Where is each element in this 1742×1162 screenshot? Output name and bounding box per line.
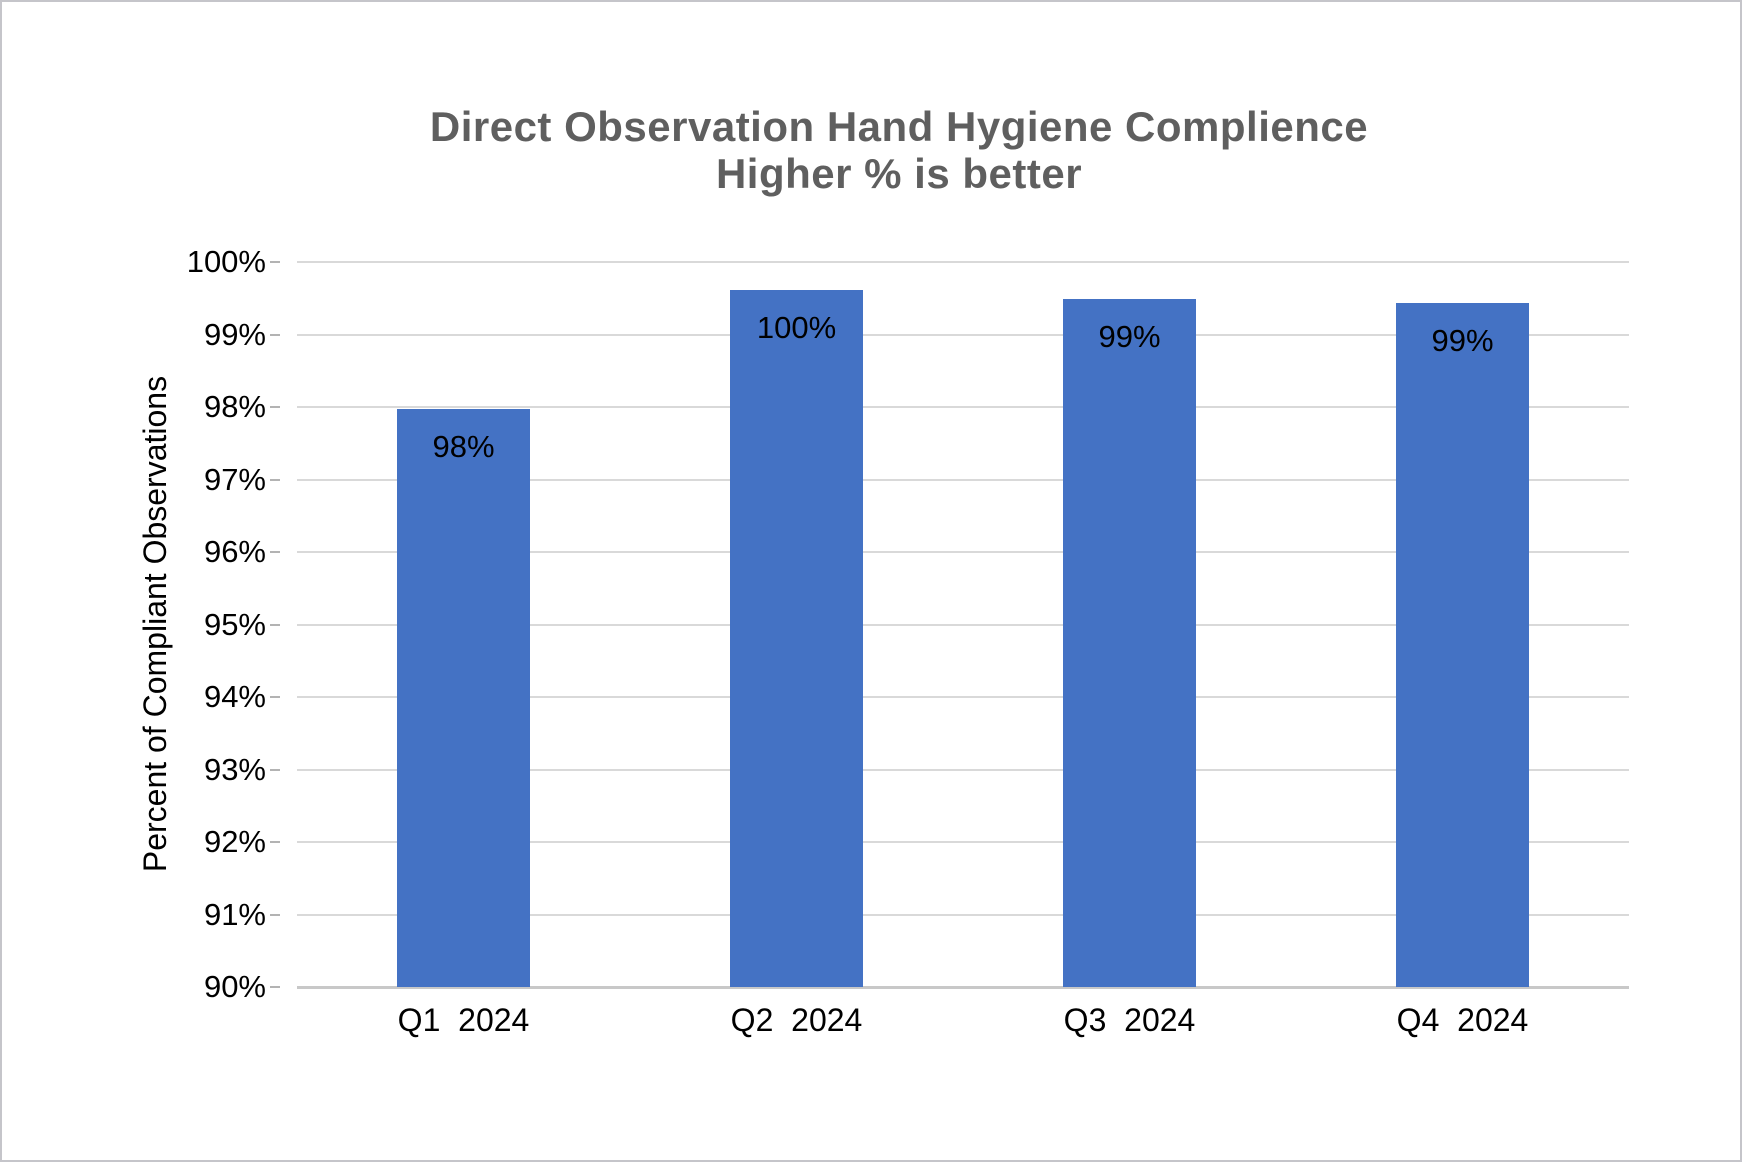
chart-title: Direct Observation Hand Hygiene Complien… (429, 103, 1369, 150)
bar-q2-2024 (730, 290, 863, 987)
gridline (297, 913, 1629, 916)
bar-data-label: 99% (1098, 318, 1161, 354)
x-axis-line (297, 986, 1629, 989)
y-axis-tick-label: 91% (203, 896, 266, 932)
y-axis-tick-label: 99% (203, 316, 266, 352)
bar-q3-2024 (1063, 298, 1196, 987)
gridline (297, 478, 1629, 481)
gridline (297, 768, 1629, 771)
y-axis-tick-label: 100% (186, 244, 266, 279)
y-axis-tick (270, 841, 280, 843)
bar-data-label: 99% (1431, 323, 1494, 359)
y-axis-tick-label: 98% (203, 389, 266, 424)
bar-data-label: 100% (756, 310, 837, 346)
y-axis-tick (270, 913, 280, 916)
y-axis-tick-label: 95% (203, 606, 266, 642)
y-axis-tick (270, 261, 280, 263)
y-axis-tick-label: 94% (203, 679, 266, 714)
y-axis-tick (270, 406, 280, 408)
bar-q1-2024 (397, 409, 530, 987)
y-axis-tick (270, 623, 280, 626)
gridline (297, 696, 1629, 698)
y-axis-tick-label: 96% (203, 534, 266, 569)
y-axis-tick-label: 92% (203, 824, 266, 859)
y-axis-tick (270, 551, 280, 553)
x-axis-tick-label: Q2 2024 (730, 1002, 863, 1038)
x-axis-tick-label: Q4 2024 (1396, 1002, 1529, 1038)
x-axis-tick-label: Q1 2024 (397, 1002, 530, 1038)
gridline (297, 333, 1629, 336)
gridline (297, 841, 1629, 843)
gridline (297, 406, 1629, 408)
bar-data-label: 98% (432, 429, 495, 465)
gridline (297, 261, 1629, 263)
chart-subtitle: Higher % is better (715, 150, 1083, 197)
y-axis-tick (270, 696, 280, 698)
gridline (297, 623, 1629, 626)
chart-title-block: Direct Observation Hand Hygiene Complien… (28, 103, 1740, 197)
gridline (297, 551, 1629, 553)
x-axis-tick-label: Q3 2024 (1063, 1002, 1196, 1038)
y-axis-tick-label: 90% (203, 969, 266, 1004)
y-axis-tick (270, 333, 280, 336)
y-axis-tick (270, 768, 280, 771)
bar-q4-2024 (1396, 303, 1529, 987)
y-axis-tick-label: 93% (203, 751, 266, 787)
y-axis-tick (270, 478, 280, 481)
y-axis-tick-label: 97% (203, 461, 266, 497)
y-axis-tick (270, 986, 280, 988)
